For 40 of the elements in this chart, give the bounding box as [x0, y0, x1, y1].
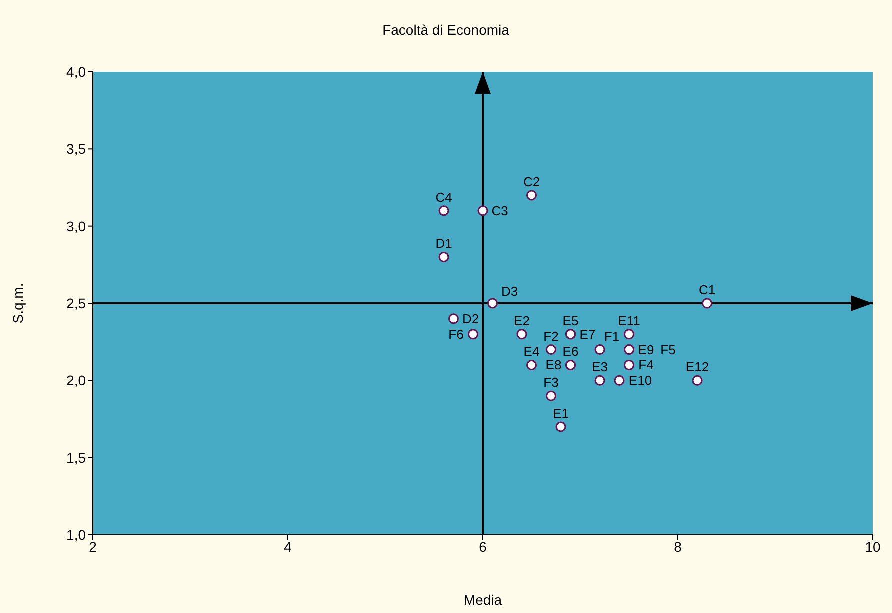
x-axis-title: Media	[464, 592, 502, 608]
x-tick-label: 6	[479, 538, 488, 555]
series-label: E10	[628, 373, 652, 388]
x-tick-label: 4	[284, 538, 292, 555]
y-tick-label: 1,0	[66, 526, 86, 543]
series-label: E7	[580, 326, 596, 342]
series-label: D3	[501, 284, 518, 299]
series-label: E5	[562, 313, 579, 328]
y-tick-label: 3,0	[66, 218, 86, 234]
series-label: E9	[638, 342, 654, 358]
series-label: F3	[544, 375, 559, 390]
series-label: D1	[436, 236, 452, 252]
series-label: E2	[514, 313, 530, 328]
y-tick-label: 4,0	[66, 64, 86, 80]
series-label: D2	[462, 311, 480, 326]
series-label: E6	[562, 344, 579, 360]
chart-title: Facoltà di Economia	[382, 22, 510, 38]
y-axis-title: S.q.m.	[10, 283, 26, 324]
series-label: F2	[544, 328, 559, 344]
x-tick-label: 10	[865, 538, 881, 555]
x-tick-label: 2	[89, 538, 98, 555]
text: F5	[660, 342, 676, 358]
series-label: F1	[604, 328, 620, 344]
series-label: E1	[553, 406, 569, 421]
y-tick-label: 3,5	[66, 141, 86, 158]
series-label: F6	[448, 326, 464, 342]
y-tick-label: 2,5	[66, 295, 86, 312]
series-label: E3	[592, 360, 608, 375]
series-label: C2	[523, 174, 540, 190]
series-label: C3	[492, 203, 508, 218]
series-label: C4	[436, 190, 452, 205]
x-tick-label: 8	[674, 538, 682, 555]
series-label: E4	[524, 344, 540, 360]
series-label: E8	[546, 358, 562, 373]
series-label: E12	[686, 360, 710, 375]
series-label: C1	[698, 282, 716, 298]
series-label: E11	[618, 313, 640, 328]
y-tick-label: 1,5	[66, 450, 86, 466]
y-tick-label: 2,0	[66, 372, 86, 389]
series-label: F4	[638, 358, 654, 373]
